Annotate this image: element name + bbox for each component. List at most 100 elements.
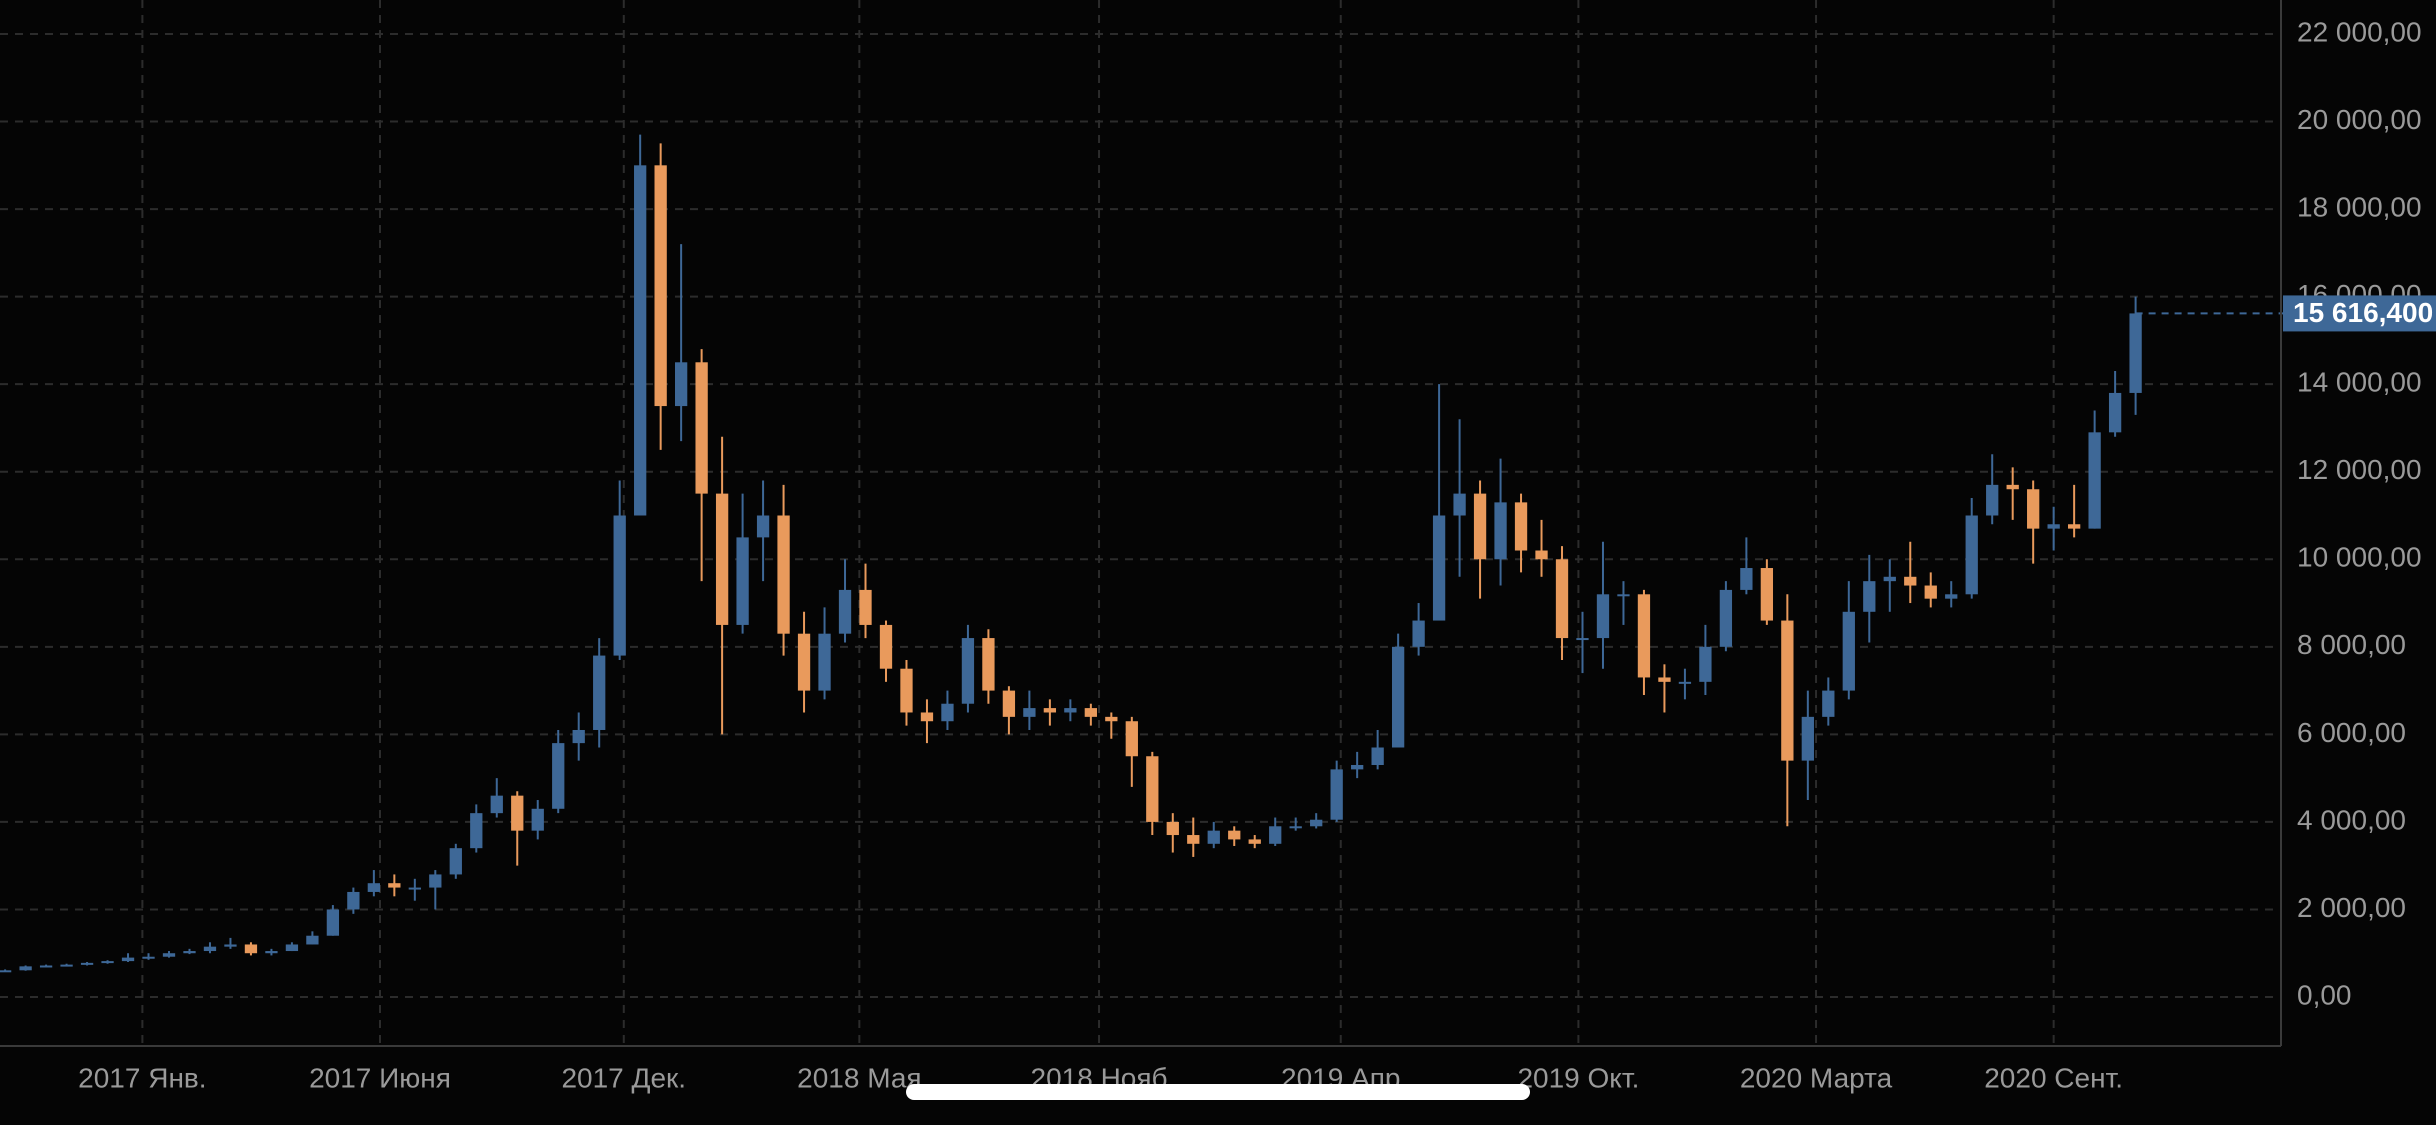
candle-body (2108, 392, 2122, 433)
candle-body (1002, 690, 1016, 717)
candle-body (1494, 502, 1507, 560)
candle-body (1822, 690, 1835, 717)
candle-body (1207, 830, 1220, 844)
candle-body (1801, 716, 1814, 761)
candle-body (531, 808, 544, 831)
candle-body (1719, 589, 1733, 647)
candle-body (674, 362, 688, 407)
candle-body (1555, 559, 1569, 639)
candle-body (2027, 489, 2040, 529)
candle-body (2068, 524, 2081, 529)
y-tick-label: 18 000,00 (2297, 191, 2422, 222)
candle-body (265, 951, 278, 954)
candle-body (121, 957, 135, 962)
y-tick-label: 10 000,00 (2297, 542, 2422, 573)
candle-body (1330, 769, 1343, 820)
candle-body (2006, 484, 2019, 490)
candle-body (1637, 594, 1651, 678)
candle-body (1760, 568, 1774, 621)
candle-body (1187, 835, 1200, 844)
candle-body (306, 935, 319, 945)
candle-body (449, 848, 462, 875)
labels: 0,00 2 000,00 4 000,00 6 000,00 8 000,00 10 0… (78, 16, 2436, 1093)
candle-body (552, 743, 565, 809)
candle-body (1576, 638, 1589, 641)
y-tick-label: 8 000,00 (2297, 629, 2406, 660)
last-price-box (2283, 295, 2436, 332)
candle-body (347, 891, 360, 910)
x-tick-label: 2018 Мая (797, 1062, 921, 1093)
candle-body (2088, 432, 2101, 529)
candle-body (818, 633, 831, 691)
candle-body (285, 944, 299, 952)
candle-body (859, 589, 872, 625)
candle-body (162, 953, 176, 957)
grid (0, 0, 2281, 1046)
candle-body (1514, 502, 1528, 551)
candle-body (60, 964, 73, 967)
candle-body (244, 944, 258, 954)
candle-body (982, 638, 995, 691)
candle-body (2047, 524, 2060, 529)
candle-body (1269, 826, 1282, 844)
candle-body (19, 966, 32, 971)
candle-body (470, 813, 483, 849)
candle-body (1023, 708, 1036, 717)
candle-body (326, 909, 340, 936)
x-tick-label: 2019 Окт. (1517, 1062, 1639, 1093)
candle-body (634, 165, 647, 516)
candle-body (1043, 708, 1057, 713)
candle-body (1166, 821, 1179, 836)
candle-body (777, 515, 790, 634)
candle-body (429, 874, 442, 888)
candle-body (1125, 721, 1138, 757)
candles (0, 134, 2283, 973)
candle-body (1924, 585, 1937, 599)
candle-body (1064, 708, 1077, 713)
candle-body (1084, 708, 1097, 717)
x-tick-label: 2017 Июня (309, 1062, 451, 1093)
candle-body (593, 655, 606, 730)
candle-body (511, 795, 524, 831)
x-tick-label: 2020 Марта (1740, 1062, 1893, 1093)
candle-body (797, 633, 811, 691)
candle-body (1965, 515, 1978, 595)
candle-body (1740, 568, 1753, 590)
candle-body (1699, 646, 1712, 682)
candle-body (39, 965, 53, 968)
candle-body (1883, 576, 1896, 582)
y-tick-label: 6 000,00 (2297, 717, 2406, 748)
candle-body (1351, 765, 1364, 770)
home-indicator (906, 1084, 1530, 1100)
candle-body (1904, 576, 1917, 586)
candle-body (490, 795, 503, 814)
candle-body (1678, 681, 1692, 684)
candle-body (572, 729, 585, 744)
y-tick-label: 12 000,00 (2297, 454, 2422, 485)
x-tick-label: 2020 Сент. (1984, 1062, 2123, 1093)
candle-body (101, 961, 114, 964)
candle-body (1617, 594, 1630, 597)
candle-body (879, 624, 893, 669)
candle-body (613, 515, 626, 656)
candle-body (695, 362, 708, 494)
candle-body (1658, 677, 1671, 682)
candle-body (1596, 594, 1610, 639)
candle-body (1781, 620, 1794, 761)
candle-body (1535, 550, 1548, 560)
x-tick-label: 2017 Янв. (78, 1062, 206, 1093)
y-tick-label: 0,00 (2297, 979, 2352, 1010)
candle-body (920, 712, 934, 722)
candle-body (838, 589, 852, 634)
candle-body (0, 970, 12, 973)
candle-body (1863, 581, 1876, 612)
candle-body (1945, 594, 1958, 599)
y-tick-label: 14 000,00 (2297, 367, 2422, 398)
y-tick-label: 20 000,00 (2297, 104, 2422, 135)
candle-body (756, 515, 770, 538)
candle-body (736, 537, 749, 625)
candle-body (1842, 611, 1855, 691)
candle-body (1453, 493, 1466, 516)
